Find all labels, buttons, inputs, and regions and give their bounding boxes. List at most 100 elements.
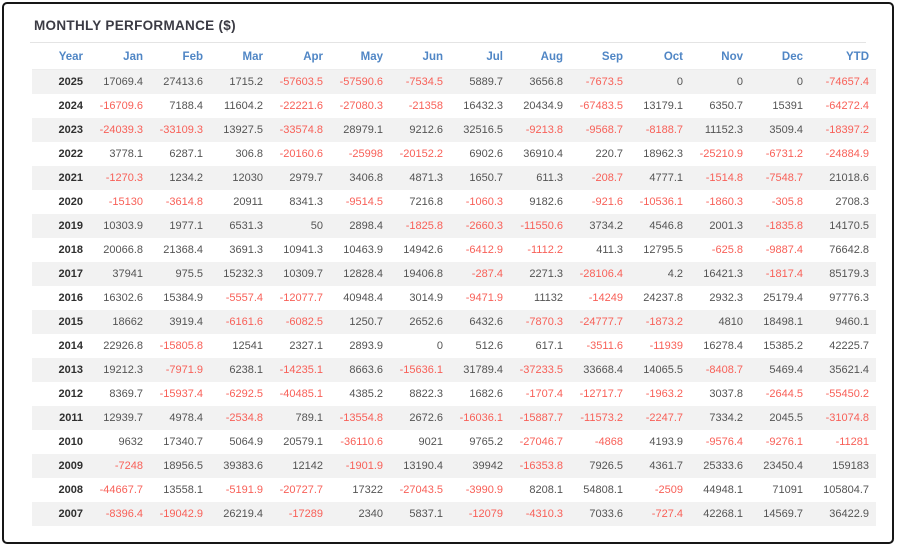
year-cell: 2010 <box>58 436 83 448</box>
value-cell-jun: 9021 <box>418 436 443 448</box>
value-cell-ytd: 14170.5 <box>829 220 869 232</box>
column-header-feb: Feb <box>150 44 210 70</box>
value-cell-apr: -17289 <box>288 508 323 520</box>
value-cell-may: 3406.8 <box>349 172 383 184</box>
value-cell-jan: -1270.3 <box>105 172 143 184</box>
value-cell-jul: -12079 <box>468 508 503 520</box>
value-cell-aug: -1112.2 <box>527 244 563 256</box>
value-cell-oct: 4.2 <box>667 268 683 280</box>
value-cell-oct: -727.4 <box>651 508 683 520</box>
table-row-2014: 2014 22926.8 -15805.8 12541 2327.1 2893.9 0 512… <box>32 334 876 358</box>
value-cell-feb: 1234.2 <box>169 172 203 184</box>
value-cell-aug: -7870.3 <box>525 316 563 328</box>
value-cell-dec: -305.8 <box>771 196 803 208</box>
value-cell-ytd: 2708.3 <box>835 196 869 208</box>
value-cell-nov: 7334.2 <box>709 412 743 424</box>
value-cell-ytd: -55450.2 <box>825 388 869 400</box>
column-header-mar: Mar <box>210 44 270 70</box>
value-cell-aug: -16353.8 <box>519 460 563 472</box>
value-cell-may: 10463.9 <box>343 244 383 256</box>
table-row-2015: 2015 18662 3919.4 -6161.6 -6082.5 1250.7 2652.… <box>32 310 876 334</box>
value-cell-nov: 3037.8 <box>709 388 743 400</box>
value-cell-jun: 2672.6 <box>409 412 443 424</box>
value-cell-jul: 31789.4 <box>463 364 503 376</box>
value-cell-jun: -15636.1 <box>399 364 443 376</box>
value-cell-feb: 21368.4 <box>163 244 203 256</box>
value-cell-nov: 25333.6 <box>703 460 743 472</box>
year-cell: 2008 <box>58 484 83 496</box>
value-cell-jul: -6412.9 <box>465 244 503 256</box>
value-cell-apr: 10941.3 <box>283 244 323 256</box>
value-cell-oct: 4193.9 <box>649 436 683 448</box>
value-cell-nov: 6350.7 <box>709 100 743 112</box>
value-cell-may: 2893.9 <box>349 340 383 352</box>
value-cell-feb: 13558.1 <box>163 484 203 496</box>
value-cell-jul: -9471.9 <box>465 292 503 304</box>
column-header-oct: Oct <box>630 44 690 70</box>
value-cell-mar: 306.8 <box>235 148 263 160</box>
value-cell-jan: 19212.3 <box>103 364 143 376</box>
value-cell-dec: -9276.1 <box>765 436 803 448</box>
value-cell-sep: -14249 <box>588 292 623 304</box>
value-cell-apr: -22221.6 <box>279 100 323 112</box>
value-cell-feb: 15384.9 <box>163 292 203 304</box>
table-row-2010: 2010 9632 17340.7 5064.9 20579.1 -36110.6 9021… <box>32 430 876 454</box>
value-cell-oct: -2247.7 <box>645 412 683 424</box>
value-cell-jan: -8396.4 <box>105 508 143 520</box>
value-cell-jun: 8822.3 <box>409 388 443 400</box>
value-cell-mar: 39383.6 <box>223 460 263 472</box>
value-cell-jun: 13190.4 <box>403 460 443 472</box>
value-cell-ytd: 105804.7 <box>823 484 869 496</box>
value-cell-feb: 1977.1 <box>169 220 203 232</box>
value-cell-jun: -27043.5 <box>399 484 443 496</box>
value-cell-oct: 0 <box>676 76 683 88</box>
table-row-2021: 2021 -1270.3 1234.2 12030 2979.7 3406.8 4871.3… <box>32 166 876 190</box>
value-cell-sep: -921.6 <box>591 196 623 208</box>
value-cell-jan: -24039.3 <box>99 124 143 136</box>
value-cell-oct: 4777.1 <box>649 172 683 184</box>
value-cell-jun: 14942.6 <box>403 244 443 256</box>
value-cell-ytd: 76642.8 <box>829 244 869 256</box>
value-cell-aug: 2271.3 <box>529 268 563 280</box>
value-cell-jan: 10303.9 <box>103 220 143 232</box>
value-cell-ytd: -31074.8 <box>825 412 869 424</box>
value-cell-oct: 18962.3 <box>643 148 683 160</box>
value-cell-apr: -6082.5 <box>285 316 323 328</box>
column-header-jul: Jul <box>450 44 510 70</box>
value-cell-sep: 3734.2 <box>589 220 623 232</box>
value-cell-sep: 7033.6 <box>589 508 623 520</box>
value-cell-sep: -67483.5 <box>579 100 623 112</box>
value-cell-jul: -287.4 <box>471 268 503 280</box>
value-cell-sep: -24777.7 <box>579 316 623 328</box>
value-cell-sep: -208.7 <box>591 172 623 184</box>
value-cell-dec: 15385.2 <box>763 340 803 352</box>
year-cell: 2007 <box>58 508 83 520</box>
value-cell-sep: 54808.1 <box>583 484 623 496</box>
value-cell-dec: 15391 <box>772 100 803 112</box>
value-cell-oct: -1873.2 <box>645 316 683 328</box>
value-cell-ytd: -24884.9 <box>825 148 869 160</box>
column-header-dec: Dec <box>750 44 810 70</box>
value-cell-dec: 2045.5 <box>769 412 803 424</box>
value-cell-mar: 26219.4 <box>223 508 263 520</box>
year-cell: 2015 <box>58 316 83 328</box>
value-cell-jan: 20066.8 <box>103 244 143 256</box>
table-row-2019: 2019 10303.9 1977.1 6531.3 50 2898.4 -1825.8 -2… <box>32 214 876 238</box>
value-cell-feb: -7971.9 <box>165 364 203 376</box>
value-cell-sep: -7673.5 <box>585 76 623 88</box>
value-cell-dec: -1835.8 <box>765 220 803 232</box>
value-cell-oct: 12795.5 <box>643 244 683 256</box>
value-cell-may: -27080.3 <box>339 100 383 112</box>
value-cell-oct: 4546.8 <box>649 220 683 232</box>
table-row-2020: 2020 -15130 -3614.8 20911 8341.3 -9514.5 7216.… <box>32 190 876 214</box>
value-cell-feb: 4978.4 <box>169 412 203 424</box>
value-cell-jun: 7216.8 <box>409 196 443 208</box>
value-cell-mar: 6238.1 <box>229 364 263 376</box>
value-cell-mar: 6531.3 <box>229 220 263 232</box>
value-cell-jan: 8369.7 <box>109 388 143 400</box>
value-cell-aug: 3656.8 <box>529 76 563 88</box>
value-cell-mar: 12030 <box>232 172 263 184</box>
value-cell-may: 17322 <box>352 484 383 496</box>
value-cell-apr: 20579.1 <box>283 436 323 448</box>
value-cell-ytd: -64272.4 <box>825 100 869 112</box>
